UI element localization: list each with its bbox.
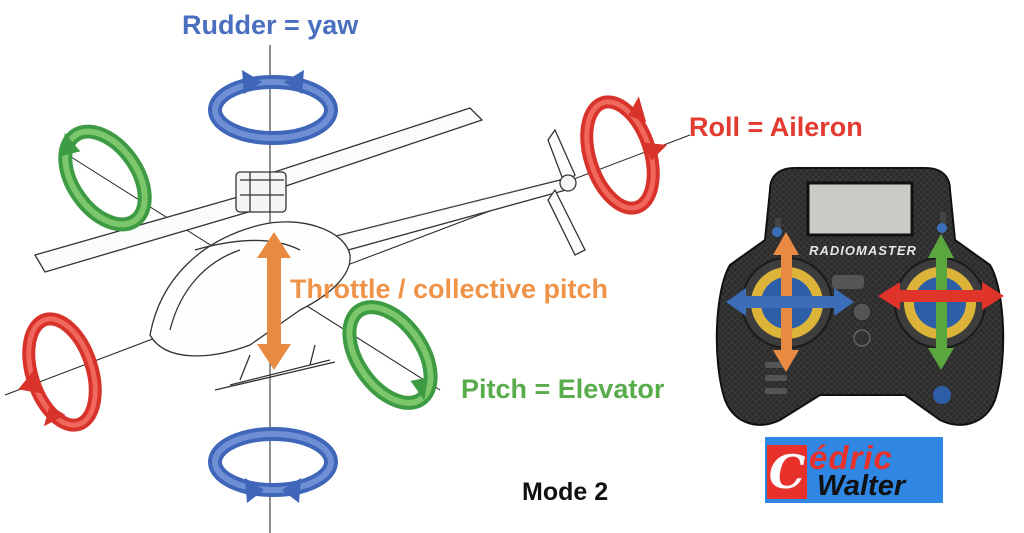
logo-initial: C: [767, 445, 807, 499]
roll-aileron-label: Roll = Aileron: [689, 112, 863, 142]
yaw-rotation-bottom-arrow: [208, 427, 338, 503]
roll-rotation-rear-arrow: [580, 95, 668, 215]
pitch-elevator-label: Pitch = Elevator: [461, 374, 665, 404]
roll-rotation-front-arrow: [18, 312, 102, 432]
transmitter-screen: [806, 181, 914, 237]
rudder-yaw-label: Rudder = yaw: [182, 10, 359, 40]
pitch-rotation-front-arrow: [342, 300, 438, 410]
landing-skids: [214, 344, 336, 391]
mode-label: Mode 2: [522, 478, 609, 506]
throttle-double-arrow: [257, 232, 291, 370]
radio-transmitter: [715, 167, 1005, 426]
logo-second-line: Walter: [817, 470, 906, 502]
throttle-collective-label: Throttle / collective pitch: [290, 274, 609, 304]
helicopter-drawing: [34, 107, 586, 391]
pitch-rotation-rear-arrow: [58, 124, 152, 232]
cedric-walter-logo: C édric Walter: [765, 437, 943, 503]
canopy: [149, 221, 351, 357]
tail-boom: [318, 179, 567, 256]
yaw-rotation-top-arrow: [208, 70, 338, 145]
transmitter-brand: RADIOMASTER: [809, 243, 917, 258]
logo-first-line: édric: [809, 439, 893, 476]
